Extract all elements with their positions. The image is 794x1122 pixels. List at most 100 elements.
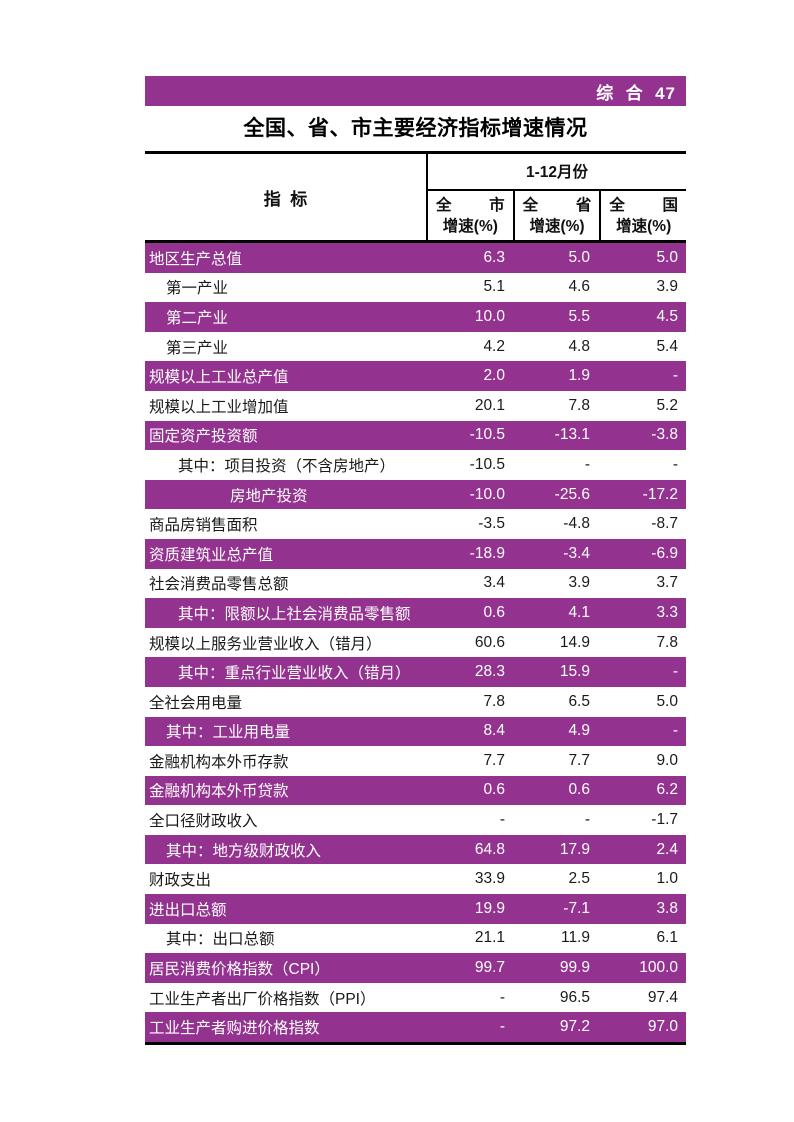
national-growth-value: -8.7 xyxy=(651,515,678,533)
province-growth-value: 17.9 xyxy=(559,840,590,858)
row-label: 财政支出 xyxy=(149,872,212,890)
city-growth-value: 2.0 xyxy=(483,367,505,385)
city-growth-value: 19.9 xyxy=(474,899,505,917)
table-row: 工业生产者购进价格指数 - 97.2 97.0 xyxy=(145,1012,686,1043)
national-growth-value: - xyxy=(672,722,678,740)
period-header: 1-12月份 xyxy=(428,154,686,191)
table-row: 房地产投资 -10.0 -25.6 -17.2 xyxy=(145,479,686,510)
row-label: 其中：工业用电量 xyxy=(166,724,291,742)
row-label: 固定资产投资额 xyxy=(149,428,258,446)
province-growth-value: -4.8 xyxy=(563,515,590,533)
section-page-label: 综 合 47 xyxy=(596,83,676,103)
province-growth-value: 14.9 xyxy=(559,633,590,651)
table-row: 其中：重点行业营业收入（错月） 28.3 15.9 - xyxy=(145,657,686,687)
city-growth-value: -10.5 xyxy=(469,426,505,444)
national-growth-value: -1.7 xyxy=(651,811,678,829)
national-growth-value: 5.4 xyxy=(656,337,678,355)
city-growth-value: - xyxy=(499,1018,505,1036)
table-row: 其中：出口总额 21.1 11.9 6.1 xyxy=(145,923,686,954)
province-growth-value: 2.5 xyxy=(568,870,590,888)
province-growth-value: - xyxy=(584,811,590,829)
national-growth-value: - xyxy=(672,455,678,473)
table-row: 资质建筑业总产值 -18.9 -3.4 -6.9 xyxy=(145,538,686,569)
table-row: 地区生产总值 6.3 5.0 5.0 xyxy=(145,243,686,273)
row-label: 工业生产者购进价格指数 xyxy=(149,1020,320,1038)
province-growth-value: 4.6 xyxy=(568,278,590,296)
province-growth-value: 4.9 xyxy=(568,722,590,740)
city-growth-value: 7.8 xyxy=(483,692,505,710)
table-row: 进出口总额 19.9 -7.1 3.8 xyxy=(145,894,686,924)
province-growth-value: -13.1 xyxy=(554,426,590,444)
province-growth-value: - xyxy=(584,455,590,473)
table-row: 规模以上工业增加值 20.1 7.8 5.2 xyxy=(145,390,686,421)
column-header-national-unit: 增速(%) xyxy=(616,217,672,235)
province-growth-value: 0.6 xyxy=(568,781,590,799)
city-growth-value: 6.3 xyxy=(483,248,505,266)
national-growth-value: 5.0 xyxy=(656,692,678,710)
province-growth-value: -3.4 xyxy=(563,544,590,562)
city-growth-value: 60.6 xyxy=(474,633,505,651)
table-row: 第二产业 10.0 5.5 4.5 xyxy=(145,302,686,332)
table-row: 固定资产投资额 -10.5 -13.1 -3.8 xyxy=(145,420,686,451)
row-label: 金融机构本外币存款 xyxy=(149,753,289,771)
table-row: 其中：地方级财政收入 64.8 17.9 2.4 xyxy=(145,834,686,865)
province-growth-value: 3.9 xyxy=(568,574,590,592)
national-growth-value: 3.7 xyxy=(656,574,678,592)
row-label: 其中：重点行业营业收入（错月） xyxy=(178,665,411,683)
city-growth-value: 0.6 xyxy=(483,603,505,621)
row-label: 第三产业 xyxy=(166,339,229,357)
row-label: 全社会用电量 xyxy=(149,694,243,712)
row-label: 社会消费品零售总额 xyxy=(149,576,289,594)
city-growth-value: 0.6 xyxy=(483,781,505,799)
province-growth-value: 96.5 xyxy=(559,988,590,1006)
row-label: 其中：地方级财政收入 xyxy=(166,842,322,860)
row-label: 房地产投资 xyxy=(230,487,308,505)
table-row: 其中：项目投资（不含房地产） -10.5 - - xyxy=(145,450,686,480)
province-growth-value: 7.8 xyxy=(568,396,590,414)
table-row: 居民消费价格指数（CPI） 99.7 99.9 100.0 xyxy=(145,953,686,983)
table-row: 金融机构本外币贷款 0.6 0.6 6.2 xyxy=(145,775,686,806)
national-growth-value: 2.4 xyxy=(656,840,678,858)
column-header-national-region: 全 国 xyxy=(609,196,679,214)
city-growth-value: 99.7 xyxy=(474,959,505,977)
national-growth-value: 97.4 xyxy=(647,988,678,1006)
national-growth-value: 100.0 xyxy=(639,959,678,977)
row-label: 规模以上工业总产值 xyxy=(149,369,289,387)
city-growth-value: 3.4 xyxy=(483,574,505,592)
column-header-province-region: 全 省 xyxy=(522,196,592,214)
city-growth-value: 5.1 xyxy=(483,278,505,296)
row-label: 第二产业 xyxy=(166,309,229,327)
row-label: 金融机构本外币贷款 xyxy=(149,783,289,801)
table-row: 其中：工业用电量 8.4 4.9 - xyxy=(145,716,686,747)
national-growth-value: -6.9 xyxy=(651,544,678,562)
national-growth-value: - xyxy=(672,663,678,681)
row-label: 进出口总额 xyxy=(149,901,227,919)
values-header-group: 1-12月份 全 市 增速(%) 全 省 增速(%) 全 国 增速(%) xyxy=(428,154,686,240)
column-header-city-region: 全 市 xyxy=(436,196,505,214)
national-growth-value: 1.0 xyxy=(656,870,678,888)
national-growth-value: 6.2 xyxy=(656,781,678,799)
row-label: 规模以上工业增加值 xyxy=(149,398,289,416)
row-label: 其中：项目投资（不含房地产） xyxy=(178,457,396,475)
row-label: 其中：限额以上社会消费品零售额 xyxy=(178,605,411,623)
city-growth-value: -10.5 xyxy=(469,455,505,473)
column-header-province-unit: 增速(%) xyxy=(529,217,585,235)
city-growth-value: 7.7 xyxy=(483,751,505,769)
table-row: 商品房销售面积 -3.5 -4.8 -8.7 xyxy=(145,509,686,539)
table-body: 地区生产总值 6.3 5.0 5.0 第一产业 5.1 4.6 3.9 第二产业 10.0 5.5 4… xyxy=(145,243,686,1046)
national-growth-value: -3.8 xyxy=(651,426,678,444)
row-label: 工业生产者出厂价格指数（PPI） xyxy=(149,990,376,1008)
column-header-city: 全 市 增速(%) xyxy=(428,191,515,240)
national-growth-value: 9.0 xyxy=(656,751,678,769)
page-header-bar: 综 合 47 xyxy=(145,76,686,106)
city-growth-value: -10.0 xyxy=(469,485,505,503)
row-label: 第一产业 xyxy=(166,280,229,298)
city-growth-value: 4.2 xyxy=(483,337,505,355)
row-label: 商品房销售面积 xyxy=(149,517,258,535)
city-growth-value: 64.8 xyxy=(474,840,505,858)
row-label: 居民消费价格指数（CPI） xyxy=(149,961,330,979)
city-growth-value: 21.1 xyxy=(474,929,505,947)
province-growth-value: 5.0 xyxy=(568,248,590,266)
province-growth-value: -25.6 xyxy=(554,485,590,503)
province-growth-value: 11.9 xyxy=(560,929,590,947)
